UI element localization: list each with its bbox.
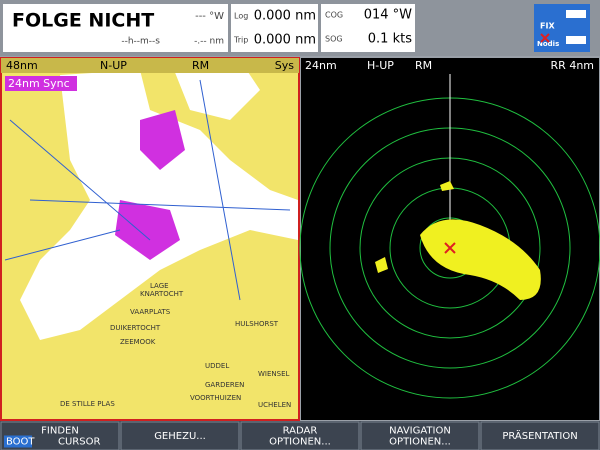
sync-box [5,76,77,91]
chart-mode: Sys [275,59,294,72]
option-highlight [4,435,32,448]
radar-echo [420,219,541,300]
place-label: UCHELEN [258,401,291,409]
softkey-option[interactable]: BOOT [6,437,35,448]
softkey-label: NAVIGATION [389,426,451,437]
place-label: VOORTHUIZEN [190,394,241,402]
radar-rings: RR 4nm [551,59,594,72]
trip-value: 0.000 nm [254,33,316,48]
softkey-label: OPTIONEN... [389,437,451,448]
radar-motion: RM [415,59,432,72]
vessel-cross [444,242,456,254]
place-label: KNARTOCHT [140,290,184,298]
icon-fix: FIX [540,22,555,31]
waypoint: FOLGE NICHT [12,10,154,32]
water [170,60,260,120]
radar-echo [375,181,454,273]
chart-header [1,58,299,73]
softkey-label: RADAR [283,426,318,437]
icon-nodis: Nodis [537,40,559,48]
cog-label: COG [325,11,343,20]
place-label: VAARPLATS [130,308,171,316]
sync-label: 24nm Sync [8,77,70,90]
radar-range: 24nm [305,59,337,72]
softkey[interactable] [360,421,480,450]
chart-line [4,79,291,301]
softkey[interactable] [240,421,360,450]
restricted-area [115,110,185,260]
log-panel [231,4,318,52]
place-label: DUIKERTOCHT [110,324,161,332]
log-label: Log [234,12,248,21]
place-label: LAGE [150,282,169,290]
softkey-label: GEHEZU... [154,431,206,442]
log-value: 0.000 nm [254,9,316,24]
icon-cross [540,33,550,43]
waypoint-panel [3,4,228,52]
time: --h--m--s [121,37,160,47]
place-label: GARDEREN [205,381,244,389]
place-label: DE STILLE PLAS [60,400,115,408]
chart-orientation: N-UP [100,59,127,72]
softkey-option[interactable]: CURSOR [58,437,100,448]
sog-label: SOG [325,35,343,44]
trip-label: Trip [233,36,248,45]
icon-gps [566,36,586,44]
chart-motion: RM [192,59,209,72]
softkey-label: OPTIONEN... [269,437,331,448]
bearing: --- °W [195,11,224,22]
place-label: HULSHORST [235,320,279,328]
cog-value: 014 °W [364,8,412,23]
softkey[interactable] [120,421,240,450]
radar-orientation: H-UP [367,59,394,72]
softkey-label: FINDEN [41,426,79,437]
icon-boat [566,10,586,18]
softkey[interactable] [480,421,600,450]
place-label: WIENSEL [258,370,290,378]
place-label: UDDEL [205,362,229,370]
chart-range: 48nm [6,59,38,72]
place-label: ZEEMOOK [120,338,156,346]
distance: -.-- nm [194,37,224,47]
sog-value: 0.1 kts [368,32,412,47]
cog-panel [321,4,415,52]
softkey-label: PRÄSENTATION [502,429,577,442]
